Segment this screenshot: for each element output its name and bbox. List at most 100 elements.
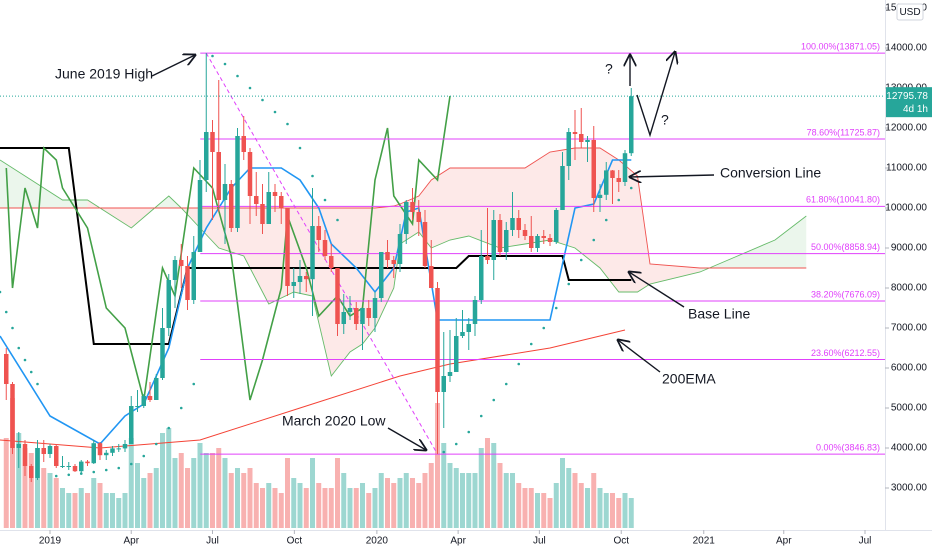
volume-bar bbox=[560, 458, 565, 528]
x-tick-label: Jul bbox=[859, 536, 872, 547]
volume-bar bbox=[166, 428, 172, 528]
candle-body bbox=[541, 236, 546, 238]
cloud-span-a bbox=[0, 159, 807, 378]
volume-bar bbox=[253, 483, 259, 528]
candle-body bbox=[41, 448, 46, 454]
sar-dot bbox=[479, 414, 483, 418]
volume-bar bbox=[416, 483, 422, 528]
sar-dot bbox=[517, 362, 521, 366]
x-tick-label: Apr bbox=[450, 536, 466, 547]
sar-dot bbox=[248, 86, 252, 90]
candle-body bbox=[372, 298, 378, 318]
annotation-arrow bbox=[618, 340, 661, 373]
annotation: ? bbox=[661, 112, 669, 128]
volume-bar bbox=[47, 473, 53, 528]
candle-body bbox=[485, 256, 490, 260]
candle-body bbox=[79, 461, 84, 472]
candle-body bbox=[216, 152, 221, 200]
sar-dot bbox=[579, 258, 583, 262]
volume-bar bbox=[347, 488, 353, 528]
candle-body bbox=[47, 446, 53, 454]
volume-bar bbox=[135, 463, 140, 528]
sar-dot bbox=[36, 382, 39, 386]
volume-bar bbox=[541, 493, 547, 528]
sar-dot bbox=[236, 74, 239, 78]
candle-body bbox=[510, 218, 515, 230]
volume-bar bbox=[141, 478, 147, 528]
sar-dot bbox=[142, 454, 146, 458]
sar-dot bbox=[23, 358, 27, 362]
volume-bar bbox=[41, 468, 47, 528]
candle-body bbox=[341, 312, 346, 324]
y-tick-label: 14000.00 bbox=[885, 43, 927, 54]
volume-bar bbox=[535, 493, 540, 528]
volume-bar bbox=[510, 473, 515, 528]
volume-bar bbox=[285, 458, 290, 528]
candle-body bbox=[522, 230, 528, 236]
volume-bar bbox=[628, 498, 634, 528]
candle-body bbox=[72, 466, 78, 472]
candle-body bbox=[472, 300, 478, 324]
candle-body bbox=[604, 170, 609, 195]
candle-body bbox=[322, 240, 328, 256]
candle-body bbox=[497, 220, 503, 252]
candle-body bbox=[566, 132, 571, 166]
volume-bar bbox=[391, 483, 397, 528]
candle-body bbox=[585, 140, 590, 142]
sar-dot bbox=[629, 186, 633, 190]
sar-dot bbox=[223, 62, 227, 66]
sar-dot bbox=[454, 442, 458, 446]
x-tick-label: Apr bbox=[776, 536, 792, 547]
candle-body bbox=[535, 236, 540, 248]
currency-box bbox=[896, 3, 924, 21]
sar-dot bbox=[29, 370, 33, 374]
y-tick-label: 4000.00 bbox=[891, 443, 928, 454]
candle-body bbox=[85, 461, 90, 464]
sar-dot bbox=[567, 282, 571, 286]
volume-bar bbox=[353, 488, 359, 528]
volume-bar bbox=[35, 448, 40, 528]
candle-body bbox=[222, 184, 228, 200]
volume-bar bbox=[260, 488, 265, 528]
volume-bar bbox=[603, 493, 609, 528]
sar-dot bbox=[273, 110, 277, 114]
volume-bar bbox=[435, 403, 440, 528]
candle-body bbox=[135, 406, 140, 407]
volume-bar bbox=[566, 468, 572, 528]
volume-bar bbox=[460, 473, 465, 528]
candle-body bbox=[141, 396, 146, 406]
y-tick-label: 12000.00 bbox=[885, 123, 927, 134]
volume-bar bbox=[78, 488, 84, 528]
candle-body bbox=[335, 268, 340, 324]
volume-bar bbox=[310, 458, 315, 528]
candle-body bbox=[166, 280, 171, 328]
sar-dot bbox=[311, 174, 314, 178]
y-tick-label: 5000.00 bbox=[891, 403, 928, 414]
fib-label: 78.60%(11725.87) bbox=[807, 127, 880, 137]
cloud-fill bbox=[618, 160, 638, 292]
volume-bar bbox=[578, 483, 584, 528]
cloud-fill bbox=[200, 208, 219, 248]
volume-bar bbox=[172, 458, 178, 528]
fib-label: 61.80%(10041.80) bbox=[806, 195, 880, 205]
annotations: June 2019 High March 2020 Low Conversion… bbox=[55, 52, 821, 450]
candle-body bbox=[204, 132, 209, 180]
volume-bar bbox=[447, 463, 453, 528]
sar-dot bbox=[542, 326, 546, 330]
x-tick-label: Oct bbox=[613, 536, 629, 547]
countdown-label: 4d 1h bbox=[903, 104, 928, 115]
x-tick-label: 2019 bbox=[39, 536, 62, 547]
volume-bar bbox=[178, 453, 184, 528]
annotation: March 2020 Low bbox=[282, 413, 386, 429]
sar-dot bbox=[129, 462, 133, 466]
volume-bar bbox=[28, 453, 34, 528]
candle-body bbox=[572, 132, 578, 134]
volume-bar bbox=[297, 483, 303, 528]
candle-body bbox=[404, 202, 409, 234]
volume-bar bbox=[60, 488, 65, 528]
sar-dot bbox=[167, 426, 171, 430]
y-tick-label: 9000.00 bbox=[891, 243, 928, 254]
volume-bar bbox=[22, 448, 28, 528]
candle-body bbox=[291, 282, 296, 286]
